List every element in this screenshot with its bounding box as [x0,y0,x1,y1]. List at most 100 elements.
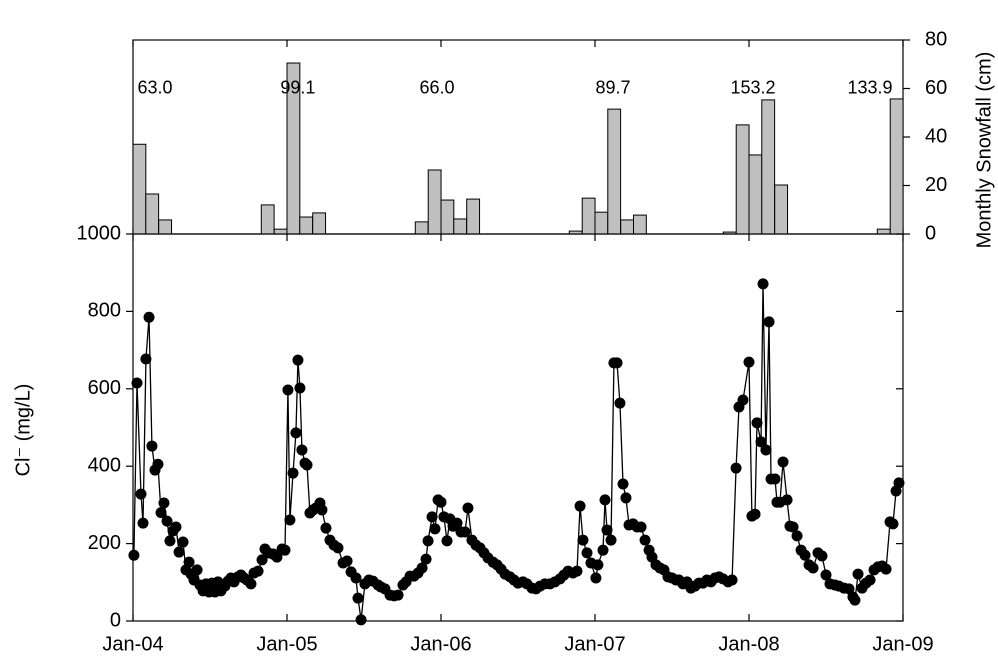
annotation: 89.7 [595,77,630,97]
marker [730,462,742,474]
marker [284,514,296,526]
marker [599,494,611,506]
bar [748,154,763,235]
marker [352,592,364,604]
bar [453,218,468,235]
marker [749,508,761,520]
y-axis-label: Cl⁻ (mg/L) [12,384,34,477]
y-tick-label: 200 [88,532,121,554]
marker [341,555,353,567]
marker [849,594,861,606]
marker [611,357,623,369]
marker [296,444,308,456]
marker [155,507,167,519]
y2-tick-label: 40 [925,125,947,147]
marker [137,517,149,529]
marker [161,515,173,527]
marker [459,526,471,538]
bar [620,219,635,235]
marker [777,456,789,468]
marker [245,578,257,590]
plot-frame [132,233,904,622]
marker [441,535,453,547]
marker [816,550,828,562]
y-tick-label: 800 [88,300,121,322]
marker [807,562,819,574]
x-tick-label: Jan-08 [718,633,779,655]
bar [414,221,429,235]
marker [880,563,892,575]
marker [743,356,755,368]
marker [292,354,304,366]
bar [876,228,891,235]
x-tick-label: Jan-04 [102,633,163,655]
bar [466,198,481,235]
marker [282,384,294,396]
marker [332,542,344,554]
y-tick-label: 400 [88,454,121,476]
marker [422,535,434,547]
marker [143,311,155,323]
bar [260,204,275,235]
marker [581,547,593,559]
marker [757,278,769,290]
marker [287,467,299,479]
marker [164,535,176,547]
marker [170,521,182,533]
x-tick-label: Jan-07 [564,633,625,655]
y2-tick-label: 20 [925,174,947,196]
marker [781,494,793,506]
marker [820,569,832,581]
bar [427,169,442,235]
marker [146,440,158,452]
annotation: 99.1 [280,77,315,97]
annotation: 153.2 [730,77,775,97]
marker [435,496,447,508]
marker [191,564,203,576]
marker [893,477,905,489]
marker [429,523,441,535]
marker [350,572,362,584]
bar [735,124,750,235]
marker [294,382,306,394]
marker [252,565,264,577]
bar [132,143,147,235]
marker [769,473,781,485]
line [133,283,900,620]
bar [158,219,173,235]
marker [843,583,855,595]
marker [271,551,283,563]
marker [787,521,799,533]
marker [755,436,767,448]
marker [392,589,404,601]
y-tick-label: 0 [110,609,121,631]
marker [173,546,185,558]
marker [601,524,613,536]
bar [581,197,596,235]
marker [617,478,629,490]
marker [620,492,632,504]
marker [290,427,302,439]
bar [312,212,327,235]
x-tick-label: Jan-05 [256,633,317,655]
y-tick-label: 600 [88,377,121,399]
bar [633,214,647,235]
marker [355,614,367,626]
marker [152,458,164,470]
bar [440,199,455,235]
marker [183,556,195,568]
marker [763,316,775,328]
y2-tick-label: 80 [925,28,947,50]
marker [140,353,152,365]
annotation: 63.0 [137,77,172,97]
marker [177,536,189,548]
marker [420,553,432,565]
marker [316,504,328,516]
bar [889,98,904,235]
marker [128,549,140,561]
y2-tick-label: 0 [925,222,936,244]
bar [761,99,776,235]
marker [639,534,651,546]
